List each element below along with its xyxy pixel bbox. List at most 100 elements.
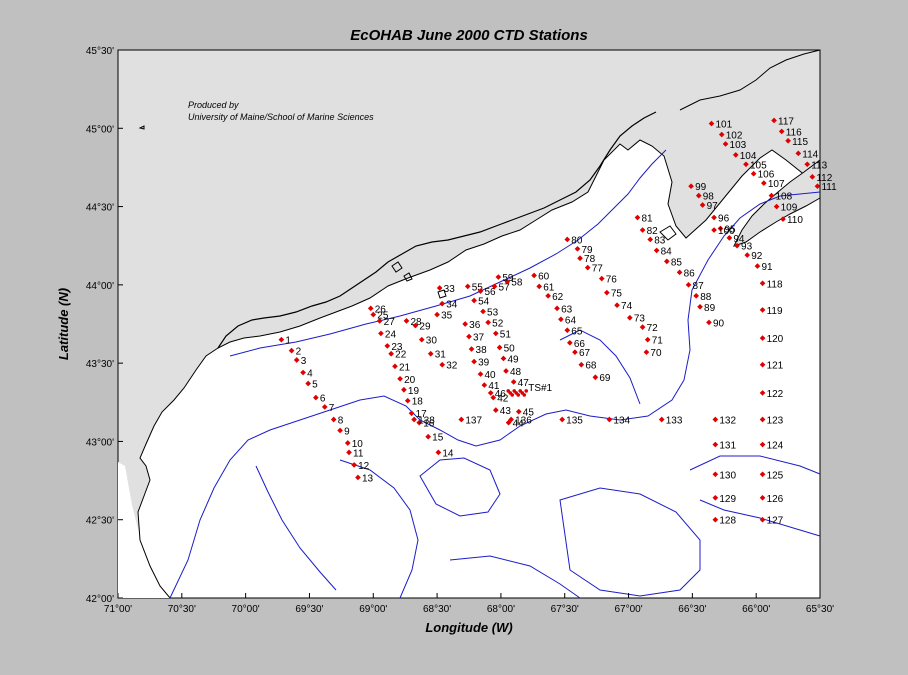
station-label: 120 [767,334,784,345]
station-label: 52 [492,318,504,329]
station-label: 108 [775,192,792,203]
station-marker [439,300,446,307]
y-tick-label: 43°00' [86,437,114,448]
station-marker [487,390,494,396]
station-label: 88 [700,292,712,303]
station-marker [809,173,816,180]
station-marker [743,161,749,168]
x-tick-label: 68°00' [487,604,515,615]
station-marker [337,427,343,434]
station-label: 44 [513,419,525,430]
station-label: 41 [488,381,500,392]
station-marker [711,214,717,221]
station-marker [653,247,660,254]
station-marker [346,449,352,456]
station-label: 38 [476,345,488,356]
station-marker [778,128,785,135]
station-label: 87 [693,281,705,292]
station-label: 29 [419,322,431,333]
y-tick-label: 45°00' [86,124,114,135]
station-label: 48 [510,367,522,378]
timeseries-marker [524,389,529,393]
station-label: 128 [719,516,736,527]
station-label: 10 [352,439,364,450]
station-marker [644,336,651,343]
station-marker [305,380,312,387]
station-marker [490,394,497,401]
station-label: 117 [778,116,794,127]
station-marker [744,252,751,258]
station-marker [434,311,440,318]
station-label: 123 [767,416,784,427]
y-tick-label: 42°00' [86,594,114,605]
x-tick-label: 67°30' [551,604,579,615]
station-label: 58 [511,278,523,289]
station-label: 111 [821,182,837,193]
credit-line-2: University of Maine/School of Marine Sci… [188,112,374,122]
station-marker [404,397,411,404]
station-label: 130 [719,470,736,481]
station-marker [795,150,802,157]
station-marker [558,316,564,323]
station-marker [712,471,719,478]
y-tick-label: 44°30' [86,203,114,214]
gulf-of-maine-water [137,139,821,599]
x-tick-label: 68°30' [423,604,451,615]
station-marker [321,404,328,410]
station-marker [477,288,484,294]
x-tick-label: 67°00' [614,604,642,615]
station-marker [732,152,739,158]
station-marker [804,161,811,168]
station-marker [370,311,377,318]
station-marker [411,416,417,423]
station-marker [293,357,300,363]
islands [138,125,677,299]
station-label: 121 [767,361,784,372]
station-label: 43 [500,406,512,417]
station-marker [606,416,613,423]
station-label: 110 [787,215,803,226]
station-marker [697,303,703,310]
station-label: 39 [478,358,490,369]
station-label: 9 [344,426,350,437]
station-label: 31 [435,350,447,361]
station-marker [477,371,484,377]
isobath-basin-wilkinson [255,465,337,591]
isobath-offshore-south [449,555,581,599]
station-label: 18 [412,397,424,408]
station-marker [554,305,560,312]
station-marker [614,302,620,309]
station-marker [639,227,646,233]
station-label: 27 [384,317,396,328]
station-marker [718,131,725,138]
station-marker [604,289,610,296]
station-marker [401,386,407,393]
station-label: 132 [719,416,736,427]
station-marker [481,382,488,388]
station-label: 77 [592,264,604,275]
station-label: 135 [566,416,583,427]
station-marker [759,307,766,313]
station-marker [759,390,766,396]
station-label: 118 [767,279,783,290]
station-label: 124 [767,441,784,452]
station-marker [712,416,719,423]
x-tick-label: 66°00' [742,604,770,615]
station-marker [427,350,434,357]
station-marker [300,369,306,376]
station-label: 76 [606,275,618,286]
station-marker [564,327,571,334]
isobath-shelf-edge [169,191,821,599]
station-marker [722,141,729,147]
station-label: 113 [811,160,827,171]
station-label: 115 [792,137,808,148]
station-label: 138 [418,416,435,427]
station-label: 56 [484,287,496,298]
station-marker [278,336,285,343]
station-marker [773,203,780,210]
station-marker [647,236,654,243]
plot-area [117,49,821,599]
station-label: 85 [671,257,683,268]
station-label: 12 [358,461,370,472]
station-marker [693,292,700,299]
